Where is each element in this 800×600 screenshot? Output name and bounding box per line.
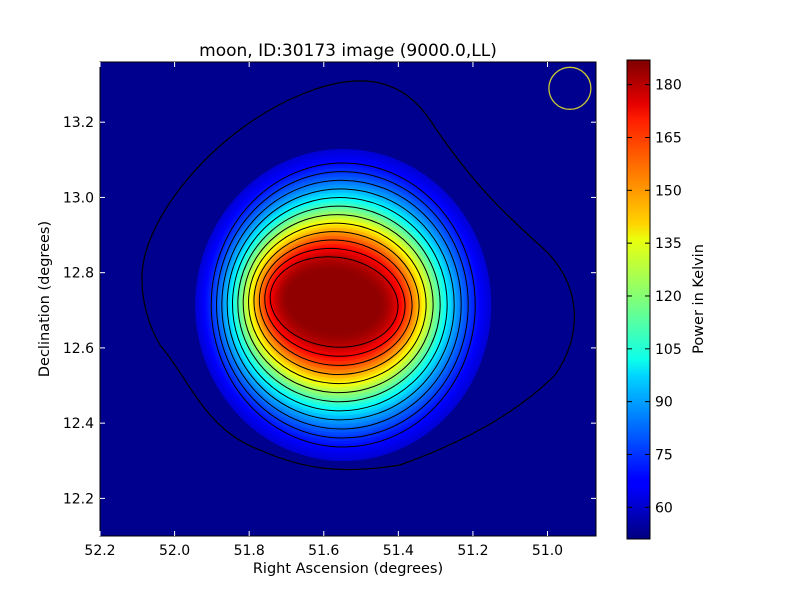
contour-line xyxy=(264,247,406,357)
colorbar: 60 75 90 105 120 135 150 165 180 Power in Kelvin xyxy=(626,59,707,540)
contour-line xyxy=(210,162,476,448)
y-tick-label: 12.4 xyxy=(63,416,94,432)
heatmap-image xyxy=(100,62,596,536)
x-axis: 52.2 52.0 51.8 51.6 51.4 51.2 51.0 xyxy=(84,62,563,559)
colorbar-frame xyxy=(626,59,651,540)
contour-line xyxy=(221,179,462,430)
x-tick-label: 51.6 xyxy=(308,543,339,559)
colorbar-ticks: 60 75 90 105 120 135 150 165 180 xyxy=(627,78,682,516)
colorbar-tick-label: 165 xyxy=(655,130,682,146)
x-tick-label: 51.8 xyxy=(234,543,265,559)
contour-line xyxy=(226,188,455,421)
colorbar-tick-label: 90 xyxy=(655,395,673,411)
contour-line xyxy=(141,80,575,471)
plot-frame xyxy=(99,61,597,537)
colorbar-label: Power in Kelvin xyxy=(691,244,707,354)
x-tick-label: 52.0 xyxy=(159,543,190,559)
y-tick-label: 12.8 xyxy=(63,266,94,282)
heatmap-level xyxy=(287,270,380,333)
contour-line xyxy=(253,231,420,375)
beam-marker-circle xyxy=(548,66,592,110)
colorbar-tick-label: 75 xyxy=(655,447,673,463)
contour-line xyxy=(258,239,413,366)
contour-line xyxy=(237,205,441,403)
colorbar-tick-label: 135 xyxy=(655,236,682,252)
y-tick-label: 13.2 xyxy=(63,115,94,131)
y-axis-label: Declination (degrees) xyxy=(37,221,53,377)
contour-lines xyxy=(141,80,575,471)
contour-line xyxy=(269,256,399,348)
x-axis-label: Right Ascension (degrees) xyxy=(253,561,443,577)
colorbar-tick-label: 150 xyxy=(655,183,682,199)
colorbar-tick-label: 60 xyxy=(655,500,673,516)
x-tick-label: 51.2 xyxy=(457,543,488,559)
y-tick-label: 12.6 xyxy=(63,341,94,357)
y-axis: 12.2 12.4 12.6 12.8 13.0 13.2 xyxy=(63,115,596,507)
y-tick-label: 13.0 xyxy=(63,190,94,206)
x-tick-label: 51.4 xyxy=(383,543,414,559)
chart-title: moon, ID:30173 image (9000.0,LL) xyxy=(199,41,497,61)
colorbar-tick-label: 120 xyxy=(655,289,682,305)
colorbar-tick-label: 180 xyxy=(655,78,682,94)
colorbar-tick-label: 105 xyxy=(655,342,682,358)
contour-line xyxy=(242,214,434,394)
x-tick-label: 52.2 xyxy=(84,543,115,559)
x-tick-label: 51.0 xyxy=(532,543,563,559)
contour-line xyxy=(216,171,469,439)
contour-line xyxy=(248,222,427,385)
heatmap-plot-area xyxy=(99,61,597,537)
contour-line xyxy=(231,197,448,412)
colorbar-gradient xyxy=(627,60,650,539)
y-tick-label: 12.2 xyxy=(63,491,94,507)
